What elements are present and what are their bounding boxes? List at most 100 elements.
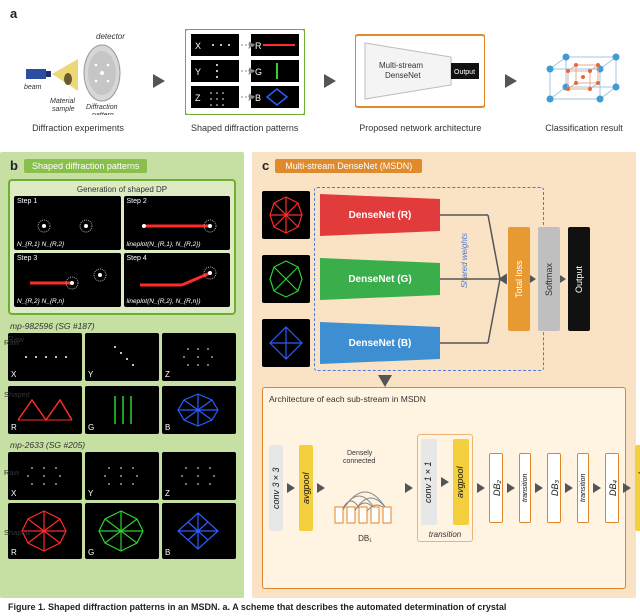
svg-text:G: G [255,67,262,77]
transition-group: conv 1×1 avgpool transition [417,434,473,542]
arrow-icon [405,483,413,493]
panel-c-label: c [262,158,269,173]
beam-cone-icon [52,59,78,91]
arrow-icon [565,483,573,493]
mp-id-2: mp-2633 (SG #205) [10,440,236,450]
gen-title: Generation of shaped DP [14,185,230,194]
shaped-tile-b: B [162,503,236,559]
raw-tile-z: Z [162,452,236,500]
svg-text:connected: connected [343,458,375,465]
svg-text:sample: sample [52,106,75,113]
beam-source-icon [26,69,46,79]
svg-text:Y: Y [195,67,201,77]
gen-step-4: Step 4 lineplot(N_{R,2}, N_{R,n}) [124,253,231,307]
db1: Densely connected DB₁ [329,445,401,531]
arrow-icon [477,483,485,493]
net-output-label: Output [454,69,475,76]
output-box: Output [568,227,590,331]
pattern-label: Diffraction [86,104,118,111]
network-arch-icon: Multi-stream DenseNet Output [355,29,485,115]
msdn-top-diagram: Shared weights DenseNet (R) DenseNet (G)… [262,183,626,383]
substream-arch: Architecture of each sub-stream in MSDN … [262,387,626,589]
avgpool-box-2: avgpool [453,439,469,525]
stage-network: Multi-stream DenseNet Output Proposed ne… [355,29,485,133]
crystal-lattice-icon [536,29,632,115]
shaped-dp-grid-icon: X R Y G Z [185,29,305,115]
panel-b-title: Shaped diffraction patterns [24,159,147,173]
shaped-tile-b: B [162,386,236,434]
arrow-icon [507,483,515,493]
stage-diffraction-experiment: detector beam Material sample Diffractio… [22,29,134,133]
shaped-tile-g: G [85,386,159,434]
gen-step-1: Step 1 N_{R,1} N_{R,2} [14,196,121,250]
stage-classification: Classification result [536,29,632,133]
figure-caption: Figure 1. Shaped diffraction patterns in… [0,602,640,612]
gen-step-3: Step 3 N_{R,2} N_{R,n} [14,253,121,307]
svg-text:Densely: Densely [347,450,373,457]
avgpool-box: avgpool [299,445,313,531]
raw-tile-z: Z [162,333,236,381]
raw-tile-y: Y [85,452,159,500]
arrow-icon [593,483,601,493]
raw-tile-x: X [8,452,82,500]
panel-c: c Multi-stream DenseNet (MSDN) Shared we… [252,152,636,598]
svg-text:pattern: pattern [91,112,114,115]
db1-label: DB₁ [358,534,372,543]
panel-b-label: b [10,158,18,173]
db3: DB₃ [547,453,561,523]
net-label-1: Multi-stream [379,61,423,70]
input-tile-b [262,319,310,367]
caption-shaped: Shaped diffraction patterns [191,123,298,133]
panel-a-row: detector beam Material sample Diffractio… [8,6,632,144]
stage-shaped-dp: X R Y G Z [185,29,305,133]
arrow-icon [317,483,325,493]
mp-id-1: mp-982596 (SG #187) [10,321,236,331]
caption-network: Proposed network architecture [359,123,481,133]
densenet-g: DenseNet (G) [320,258,440,300]
densenet-r: DenseNet (R) [320,194,440,236]
raw-row-label: Raw [4,338,19,347]
ex1-shaped-row: R G B [8,386,236,434]
arrow-icon [153,74,165,88]
down-arrow-icon [378,375,392,387]
arrow-icon [505,74,517,88]
shaped-tile-g: G [85,503,159,559]
svg-text:Z: Z [195,93,201,103]
arrow-icon [324,74,336,88]
ex2-shaped-row: R G B [8,503,236,559]
transition-2: transition [519,453,531,523]
shaped-row-label: Shaped [4,390,30,399]
detector-label: detector [96,32,125,41]
arrow-icon [287,483,295,493]
svg-text:B: B [255,93,261,103]
substream-title: Architecture of each sub-stream in MSDN [269,394,619,404]
total-loss-box: Total loss [508,227,530,331]
panel-b-header: b Shaped diffraction patterns [0,152,244,177]
input-tile-g [262,255,310,303]
gen-shaped-dp: Generation of shaped DP Step 1 N_{R,1} N… [8,179,236,315]
arrow-icon [441,477,449,487]
gen-step-2: Step 2 lineplot(N_{R,1}, N_{R,2}) [124,196,231,250]
dense-block-icon: Densely connected [329,445,401,531]
panel-c-header: c Multi-stream DenseNet (MSDN) [252,152,636,177]
arrow-icon [623,483,631,493]
panel-c-title: Multi-stream DenseNet (MSDN) [275,159,422,173]
arrow-icon [535,483,543,493]
transition-3: transition [577,453,589,523]
ex1-raw-row: X Y Z [8,333,236,381]
right-arrows-icon [530,273,570,285]
raw-row-label-2: Raw [4,468,19,477]
substream-chain: conv 3×3 avgpool Densely connected [269,408,619,568]
conv3-box: conv 3×3 [269,445,283,531]
svg-text:R: R [255,41,262,51]
avgpool-box-3: avgpool [635,445,640,531]
beam-label: beam [24,84,42,91]
svg-text:X: X [195,41,201,51]
caption-classification: Classification result [545,123,623,133]
conv1-box: conv 1×1 [421,439,437,525]
panel-a: a detector beam Material sample [0,0,640,148]
diffraction-setup-icon: detector beam Material sample Diffractio… [22,29,134,115]
sample-icon [64,73,72,85]
example-1: mp-982596 (SG #187) X Y Z Raw R G B [8,321,236,434]
transition-label: transition [429,530,461,539]
